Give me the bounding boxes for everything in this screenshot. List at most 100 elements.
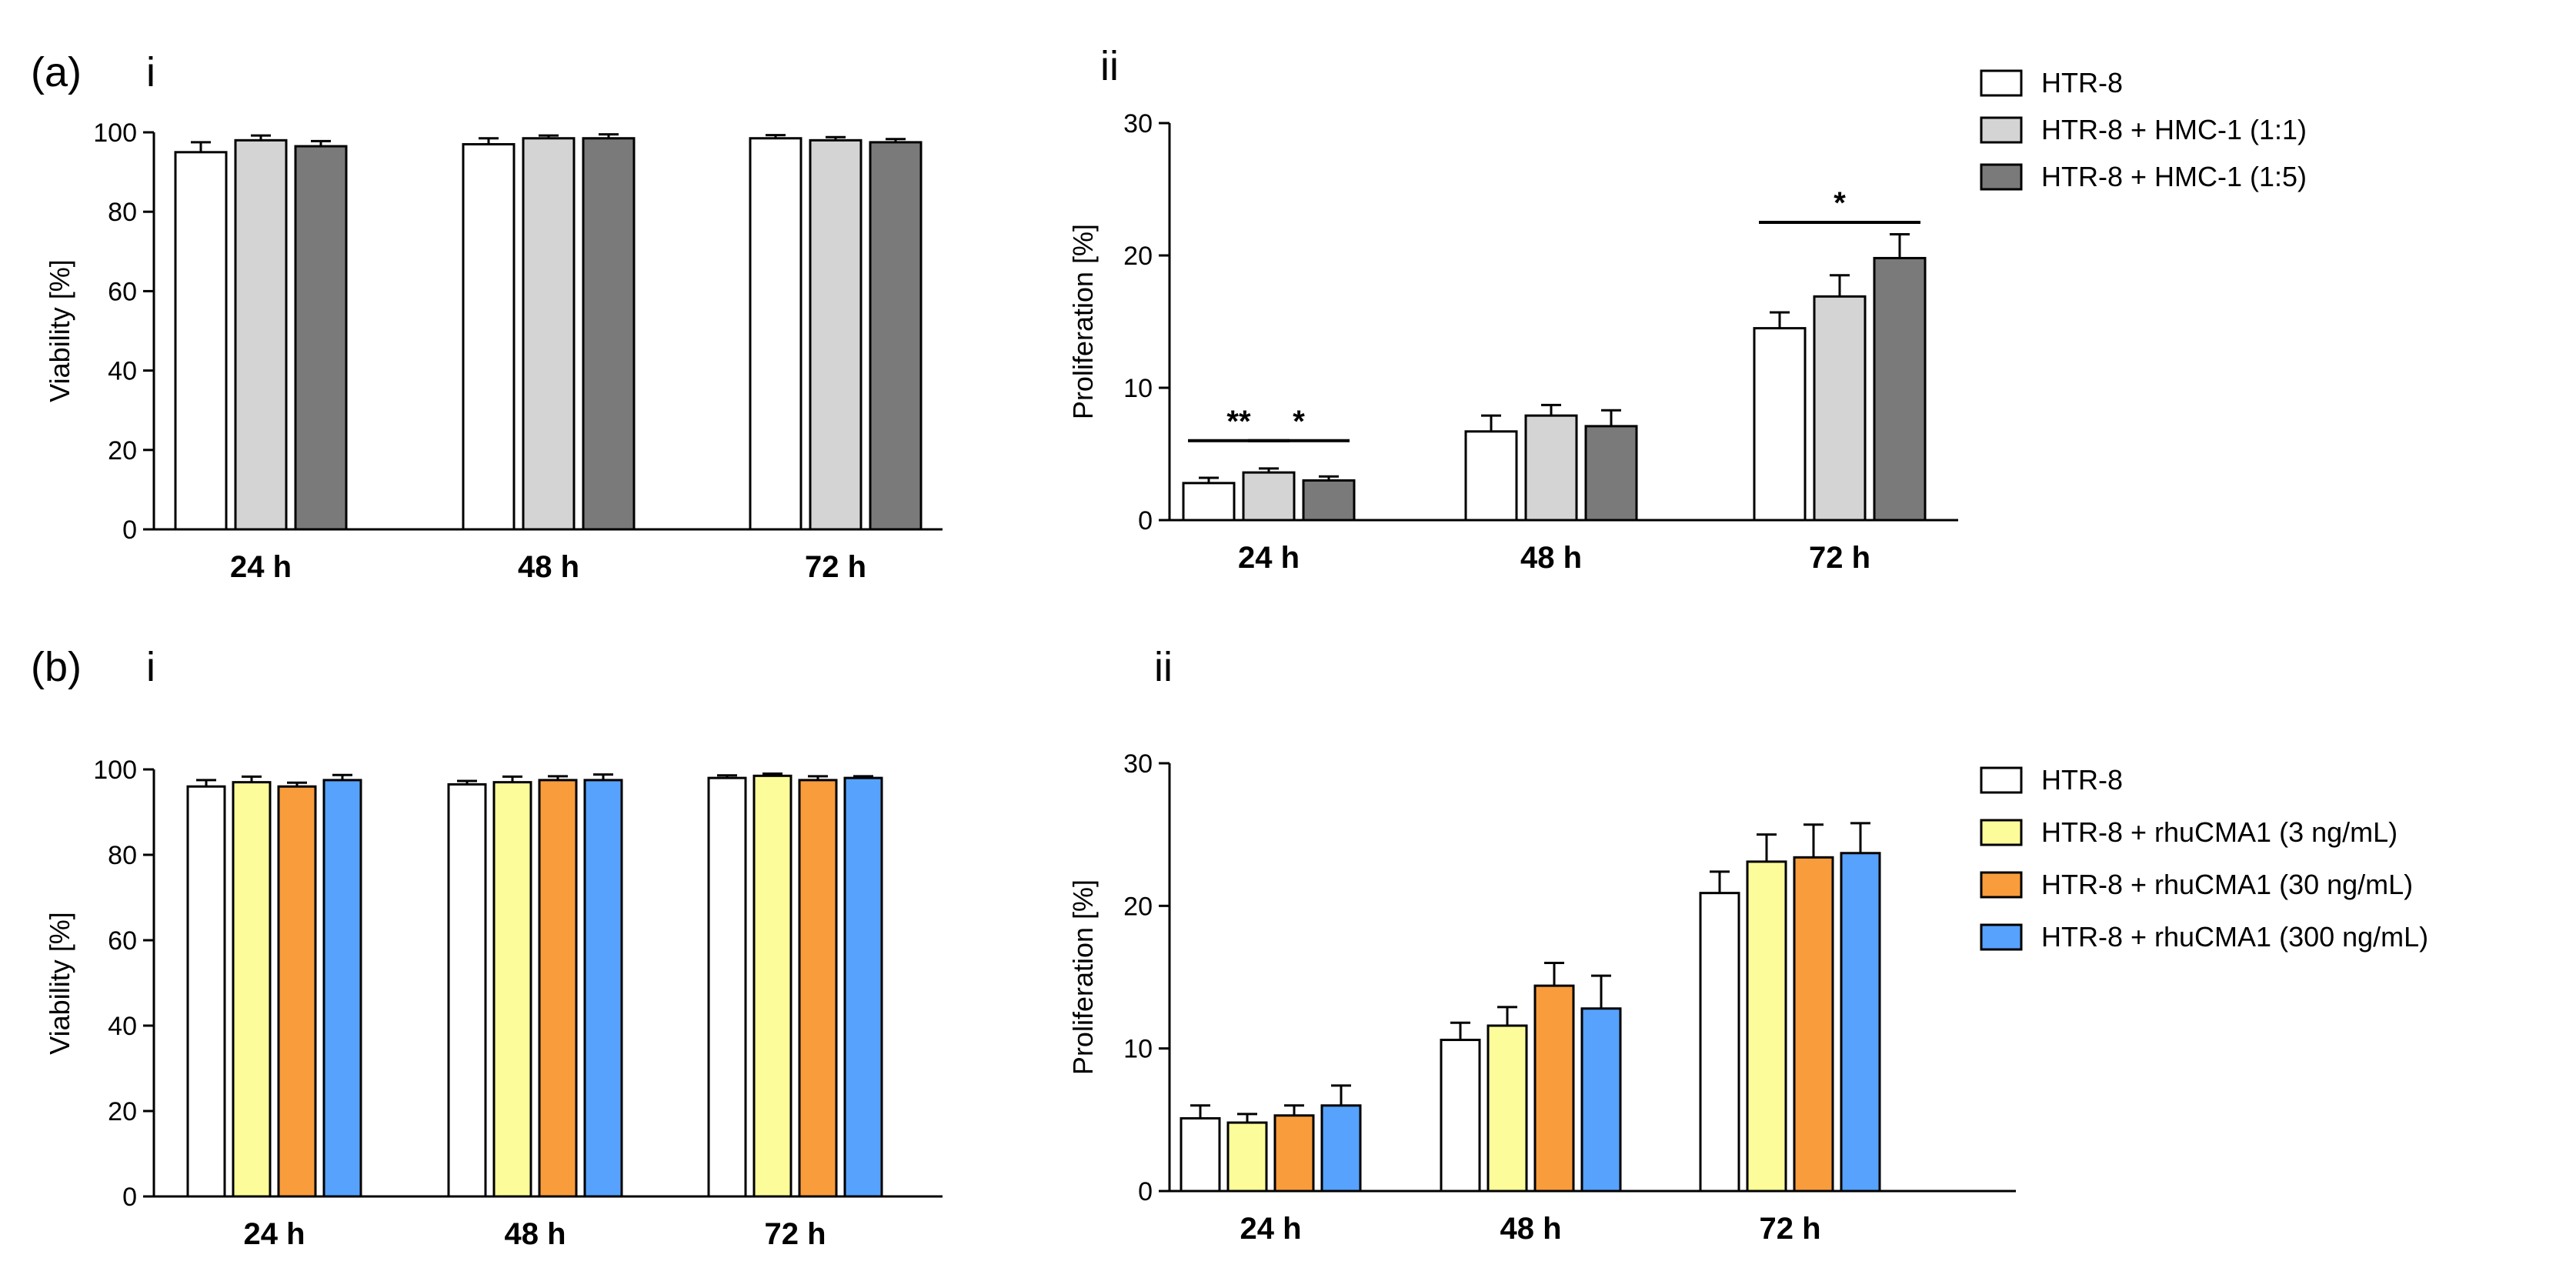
- y-tick-label: 0: [122, 516, 137, 545]
- bar: [1464, 430, 1518, 522]
- bar: [1524, 414, 1578, 522]
- bar: [707, 776, 747, 1198]
- legend-label: HTR-8 + HMC-1 (1:5): [2041, 161, 2307, 192]
- bar: [232, 781, 272, 1198]
- legend-swatch: [1980, 116, 2023, 144]
- bar: [1813, 295, 1867, 522]
- bar: [234, 138, 288, 531]
- bar: [749, 137, 802, 531]
- significance-marker: **: [1226, 405, 1251, 439]
- y-tick-label: 30: [1123, 749, 1153, 779]
- significance-marker: *: [1293, 405, 1305, 439]
- bar: [492, 781, 532, 1198]
- x-tick-label: 48 h: [518, 550, 579, 584]
- legend-b: HTR-8 HTR-8 + rhuCMA1 (3 ng/mL) HTR-8 + rh…: [1980, 764, 2428, 953]
- y-tick-label: 30: [1123, 109, 1153, 138]
- bar: [1699, 892, 1740, 1193]
- y-tick-label: 40: [108, 1012, 137, 1041]
- y-axis-label: Proliferation [%]: [1067, 879, 1099, 1075]
- chart-a-i-viability: 0 20 40 60 80 100 Viability [%] 24 h 48 h 72 h: [44, 118, 943, 584]
- y-tick-label: 20: [1123, 242, 1153, 271]
- bar: [1840, 852, 1881, 1193]
- y-tick-label: 60: [108, 926, 137, 956]
- bar: [869, 141, 923, 531]
- y-axis-label: Proliferation [%]: [1067, 224, 1099, 419]
- chart-b-ii-proliferation: 0 10 20 30 Proliferation [%] 24 h 48 h 72 h: [1067, 749, 2016, 1246]
- significance-marker: *: [1834, 186, 1846, 220]
- bar: [277, 785, 317, 1198]
- bar: [447, 782, 487, 1198]
- bar: [522, 137, 576, 531]
- bar: [186, 785, 226, 1198]
- legend-swatch: [1980, 766, 2023, 794]
- bar: [1533, 984, 1575, 1193]
- legend-swatch: [1980, 163, 2023, 191]
- y-tick-label: 10: [1123, 1035, 1153, 1064]
- x-tick-label: 24 h: [230, 550, 292, 584]
- x-tick-label: 48 h: [1500, 1212, 1561, 1246]
- y-tick-label: 60: [108, 277, 137, 306]
- bar: [1182, 482, 1236, 522]
- y-tick-label: 100: [93, 756, 137, 785]
- bar: [798, 779, 838, 1198]
- y-tick-label: 40: [108, 357, 137, 386]
- legend-label: HTR-8 + HMC-1 (1:1): [2041, 114, 2307, 145]
- y-tick-label: 0: [1138, 506, 1153, 536]
- bar: [1440, 1039, 1481, 1193]
- y-tick-label: 0: [122, 1183, 137, 1212]
- legend-label: HTR-8: [2041, 764, 2123, 796]
- legend-label: HTR-8 + rhuCMA1 (3 ng/mL): [2041, 816, 2397, 848]
- bar: [1302, 479, 1356, 522]
- bar: [538, 779, 578, 1198]
- x-tick-label: 48 h: [1520, 541, 1582, 575]
- bar: [1487, 1024, 1528, 1193]
- legend-swatch: [1980, 923, 2023, 951]
- x-tick-label: 72 h: [1759, 1212, 1820, 1246]
- y-tick-label: 80: [108, 841, 137, 870]
- bar: [1873, 256, 1927, 522]
- panel-b-ii-label: ii: [1154, 644, 1173, 690]
- bar: [294, 145, 348, 531]
- bar: [809, 138, 863, 531]
- bar: [752, 774, 792, 1198]
- bar: [1753, 327, 1807, 522]
- bar: [1320, 1104, 1362, 1193]
- bar: [1226, 1121, 1268, 1193]
- y-tick-label: 20: [1123, 892, 1153, 921]
- panel-label-a: (a): [31, 49, 82, 95]
- x-tick-label: 24 h: [1238, 541, 1300, 575]
- y-tick-label: 80: [108, 198, 137, 227]
- legend-swatch: [1980, 819, 2023, 846]
- bar: [843, 776, 883, 1198]
- panel-label-b: (b): [31, 644, 82, 690]
- bar: [582, 137, 636, 531]
- legend-swatch: [1980, 871, 2023, 899]
- y-axis-label: Viability [%]: [44, 912, 75, 1054]
- x-tick-label: 72 h: [764, 1217, 826, 1251]
- bar: [1580, 1007, 1622, 1193]
- x-tick-label: 72 h: [1809, 541, 1870, 575]
- bar: [1180, 1116, 1221, 1193]
- x-tick-label: 24 h: [243, 1217, 305, 1251]
- y-tick-label: 20: [108, 436, 137, 465]
- y-tick-label: 10: [1123, 374, 1153, 403]
- y-axis-label: Viability [%]: [44, 259, 75, 402]
- bar: [583, 779, 623, 1198]
- bar: [174, 151, 228, 531]
- bar: [1584, 425, 1638, 522]
- bar: [1273, 1114, 1315, 1193]
- legend-swatch: [1980, 69, 2023, 97]
- bar: [1242, 471, 1296, 522]
- y-tick-label: 0: [1138, 1177, 1153, 1206]
- bar: [1793, 856, 1834, 1193]
- legend-label: HTR-8 + rhuCMA1 (30 ng/mL): [2041, 869, 2413, 900]
- legend-label: HTR-8: [2041, 67, 2123, 98]
- bar: [462, 142, 516, 531]
- y-tick-label: 20: [108, 1097, 137, 1126]
- y-tick-label: 100: [93, 118, 137, 148]
- panel-b-i-label: i: [146, 644, 155, 690]
- bar: [1746, 860, 1787, 1193]
- x-tick-label: 72 h: [805, 550, 866, 584]
